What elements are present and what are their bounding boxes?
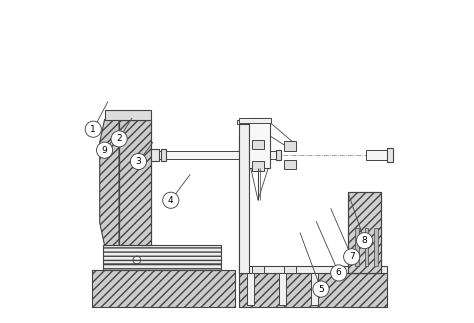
Bar: [91, 270, 236, 307]
Text: 3: 3: [136, 157, 141, 166]
Bar: [311, 273, 319, 305]
Bar: [119, 120, 151, 245]
Bar: [387, 148, 393, 162]
Circle shape: [111, 131, 127, 147]
Circle shape: [344, 249, 360, 265]
Bar: [284, 141, 296, 151]
Circle shape: [97, 142, 113, 158]
Text: 7: 7: [349, 252, 355, 261]
Bar: [252, 161, 264, 171]
Bar: [105, 110, 151, 120]
Text: 4: 4: [168, 196, 173, 205]
Bar: [237, 120, 250, 124]
Circle shape: [313, 281, 329, 297]
Bar: [348, 192, 381, 273]
Text: 5: 5: [318, 285, 324, 294]
Bar: [164, 151, 279, 159]
Circle shape: [331, 265, 347, 281]
Bar: [284, 266, 296, 273]
Bar: [355, 228, 359, 266]
Bar: [91, 270, 236, 307]
Circle shape: [356, 233, 373, 249]
Bar: [238, 118, 271, 123]
Bar: [252, 266, 264, 273]
Bar: [284, 160, 296, 169]
Bar: [161, 149, 166, 161]
Bar: [374, 228, 378, 266]
Bar: [279, 273, 286, 305]
Text: 6: 6: [336, 268, 342, 277]
Text: 1: 1: [91, 125, 96, 134]
Circle shape: [85, 121, 101, 137]
Bar: [348, 192, 381, 273]
Circle shape: [163, 192, 179, 208]
Bar: [238, 266, 387, 273]
Polygon shape: [100, 120, 119, 245]
Bar: [238, 273, 387, 307]
Bar: [103, 245, 221, 270]
Text: 8: 8: [362, 236, 367, 245]
Bar: [366, 150, 389, 160]
Text: 2: 2: [116, 134, 122, 143]
Bar: [103, 245, 221, 270]
Bar: [238, 273, 387, 307]
Bar: [238, 124, 249, 273]
Circle shape: [130, 153, 146, 170]
Bar: [249, 118, 270, 168]
Bar: [365, 228, 368, 266]
Bar: [238, 134, 247, 273]
Bar: [151, 149, 159, 161]
Bar: [159, 151, 164, 159]
Bar: [252, 140, 264, 149]
Text: 9: 9: [102, 146, 108, 155]
Bar: [246, 273, 254, 305]
Bar: [119, 120, 151, 245]
Bar: [276, 150, 281, 160]
